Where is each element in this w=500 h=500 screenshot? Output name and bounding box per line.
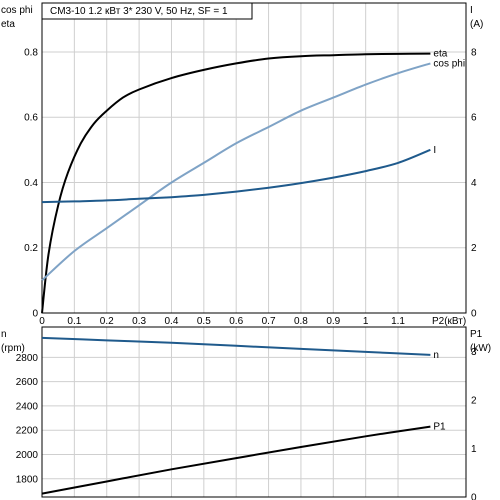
y-right-axis-label: I [470,5,473,16]
y-left-tick-label: 0.4 [24,178,38,189]
chart-title-box [41,2,253,20]
y-right-axis-label: (A) [470,19,483,30]
x-tick-label: 1.1 [391,316,405,327]
y-left-tick-label: 2000 [16,450,39,461]
y-left-tick-label: 0 [32,309,38,320]
x-tick-label: 0 [39,316,45,327]
series-line-eta [41,52,431,314]
y-right-tick-label: 3 [471,347,477,358]
x-tick-label: 0.2 [100,316,114,327]
x-tick-label: 0.7 [262,316,276,327]
series-line-n [41,336,431,356]
bottom-chart-speed-power: 1800 2000 2200 2400 2600 2800 0 1 2 3 n (rpm) P1 (kW)… [1,326,491,500]
y-left-tick-label: 2400 [16,401,39,412]
series-label-i: I [433,145,436,156]
y-left-tick-label: 2200 [16,426,39,437]
series-line-i [41,148,431,204]
series-line-cos-phi [41,62,431,282]
series-label-cos-phi: cos phi [433,58,465,69]
y-left-tick-label: 2800 [16,353,39,364]
series-label-p1: P1 [433,422,446,433]
x-tick-label: 0.5 [197,316,211,327]
y-right-tick-label: 1 [471,444,477,455]
y-left-tick-label: 1800 [16,474,39,485]
series-line-p1 [41,425,431,495]
top-chart-efficiency-current: 0 0.2 0.4 0.6 0.8 0 2 4 6 8 0 0.1 0.2 0.3 0.4 0.5 0.6 0.7… [1,2,483,327]
x-axis-label: P2(кВт) [432,316,466,327]
y-left-tick-label: 0.2 [24,243,38,254]
y-right-axis-label: (kW) [470,343,491,354]
x-tick-label: 0.9 [326,316,340,327]
y-right-tick-label: 6 [471,113,477,124]
series-label-n: n [433,350,439,361]
y-right-tick-label: 0 [471,493,477,500]
y-left-axis-label: eta [1,19,15,30]
y-right-axis-label: P1 [470,329,483,340]
series-label-eta: eta [433,49,447,60]
x-tick-label: 0.1 [67,316,81,327]
x-tick-label: 1 [363,316,369,327]
x-tick-label: 0.3 [132,316,146,327]
chart-title: CM3-10 1.2 кВт 3* 230 V, 50 Hz, SF = 1 [50,6,228,17]
y-left-tick-label: 0.8 [24,47,38,58]
y-right-tick-label: 0 [471,309,477,320]
y-right-tick-label: 8 [471,47,477,58]
y-right-tick-label: 2 [471,395,477,406]
plot-frame [41,2,467,314]
plot-frame [41,326,467,498]
x-tick-label: 0.4 [165,316,179,327]
y-left-tick-label: 0.6 [24,113,38,124]
y-left-tick-label: 2600 [16,377,39,388]
y-right-tick-label: 4 [471,178,477,189]
y-left-axis-label: (rpm) [1,343,25,354]
x-tick-label: 0.8 [294,316,308,327]
y-left-axis-label: cos phi [1,5,33,16]
y-right-tick-label: 2 [471,243,477,254]
x-tick-label: 0.6 [229,316,243,327]
y-left-axis-label: n [1,329,7,340]
